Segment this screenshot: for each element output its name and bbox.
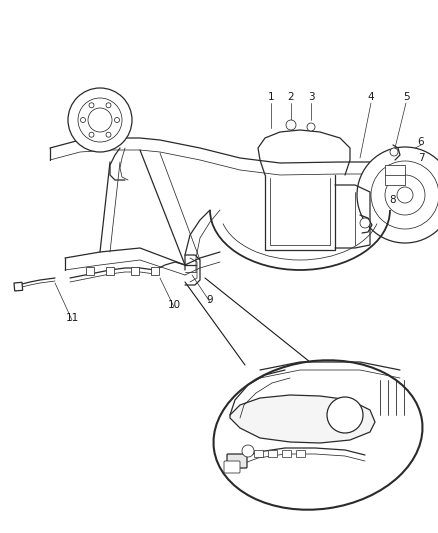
Text: 8: 8 — [390, 195, 396, 205]
Text: 6: 6 — [418, 137, 424, 147]
Circle shape — [106, 132, 111, 137]
Bar — [106, 267, 114, 275]
Bar — [385, 165, 405, 185]
Bar — [268, 450, 277, 457]
Circle shape — [385, 175, 425, 215]
FancyBboxPatch shape — [227, 454, 247, 468]
Bar — [296, 450, 305, 457]
Circle shape — [68, 88, 132, 152]
Circle shape — [242, 445, 254, 457]
Text: 3: 3 — [307, 92, 314, 102]
Circle shape — [89, 103, 94, 108]
Text: 11: 11 — [65, 313, 79, 323]
Circle shape — [360, 218, 370, 228]
Circle shape — [371, 161, 438, 229]
Circle shape — [307, 123, 315, 131]
Circle shape — [397, 187, 413, 203]
Text: 7: 7 — [418, 153, 424, 163]
Circle shape — [286, 120, 296, 130]
Circle shape — [357, 147, 438, 243]
Bar — [254, 450, 263, 457]
Circle shape — [88, 108, 112, 132]
Bar — [14, 282, 23, 291]
Text: 1: 1 — [268, 92, 274, 102]
Bar — [282, 450, 291, 457]
Ellipse shape — [213, 360, 423, 510]
Bar — [131, 267, 139, 275]
Circle shape — [327, 397, 363, 433]
Text: 4: 4 — [367, 92, 374, 102]
FancyBboxPatch shape — [224, 461, 240, 473]
Circle shape — [106, 103, 111, 108]
Bar — [151, 267, 159, 275]
Circle shape — [114, 117, 120, 123]
Text: 10: 10 — [167, 300, 180, 310]
Text: 5: 5 — [403, 92, 410, 102]
Bar — [86, 267, 94, 275]
Circle shape — [81, 117, 85, 123]
Circle shape — [89, 132, 94, 137]
Polygon shape — [230, 395, 375, 443]
Circle shape — [390, 148, 398, 156]
Circle shape — [78, 98, 122, 142]
Text: 2: 2 — [288, 92, 294, 102]
Text: 9: 9 — [207, 295, 213, 305]
